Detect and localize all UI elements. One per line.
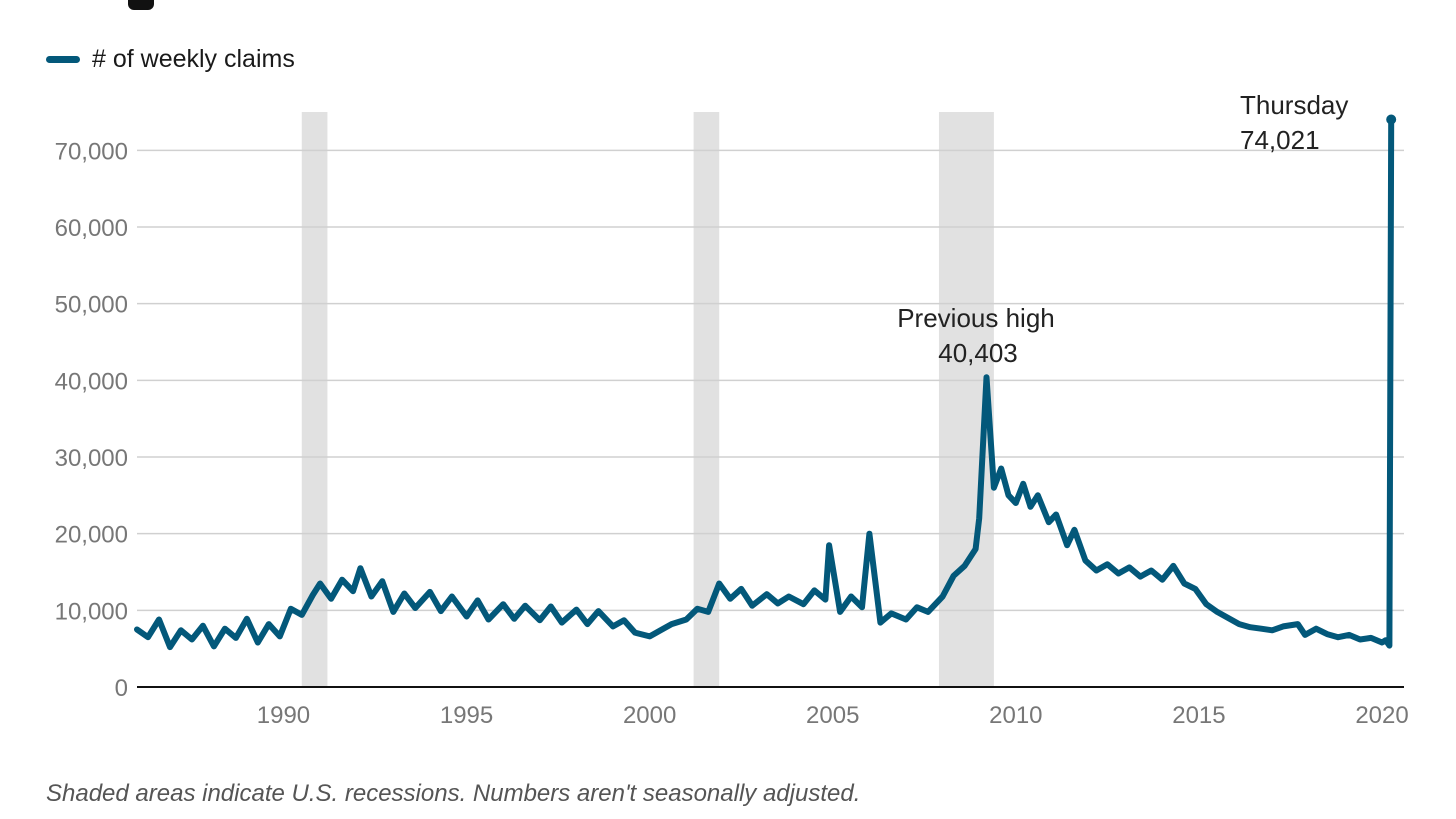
- x-tick-label: 2015: [1172, 702, 1225, 729]
- x-tick-label: 1995: [440, 702, 493, 729]
- annotation-thursday-value: 74,021: [1240, 125, 1320, 155]
- series-line-weekly-claims: [134, 116, 1395, 651]
- y-tick-label: 50,000: [55, 292, 128, 319]
- legend-swatch-line: [46, 55, 80, 63]
- y-tick-label: 10,000: [55, 598, 128, 625]
- legend: # of weekly claims: [46, 42, 295, 76]
- end-point-marker: [1386, 114, 1397, 125]
- x-tick-label: 2020: [1355, 702, 1408, 729]
- title-fragment: [0, 0, 400, 12]
- x-tick-label: 1990: [257, 702, 310, 729]
- x-tick-label: 2005: [806, 702, 859, 729]
- y-tick-label: 70,000: [55, 138, 128, 165]
- y-tick-label: 30,000: [55, 445, 128, 472]
- footnote: Shaded areas indicate U.S. recessions. N…: [46, 780, 861, 807]
- y-tick-label: 0: [115, 675, 128, 702]
- x-tick-label: 2010: [989, 702, 1042, 729]
- y-tick-label: 40,000: [55, 368, 128, 395]
- legend-label: # of weekly claims: [92, 44, 295, 73]
- annotation-previous-high-value: 40,403: [938, 338, 1018, 368]
- annotation-previous-high-label: Previous high: [897, 303, 1055, 333]
- recession-band-1: [301, 112, 328, 687]
- y-tick-label: 20,000: [55, 522, 128, 549]
- y-tick-label: 60,000: [55, 215, 128, 242]
- annotation-thursday-label: Thursday: [1240, 90, 1348, 120]
- x-tick-label: 2000: [623, 702, 676, 729]
